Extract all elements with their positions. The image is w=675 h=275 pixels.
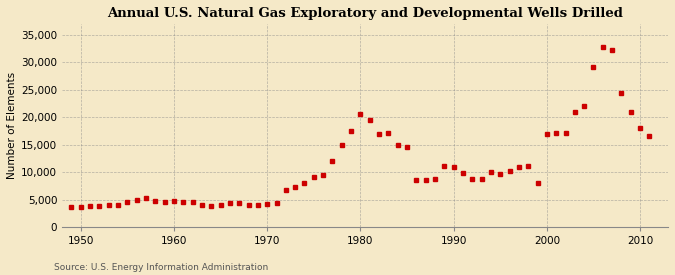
- Title: Annual U.S. Natural Gas Exploratory and Developmental Wells Drilled: Annual U.S. Natural Gas Exploratory and …: [107, 7, 623, 20]
- Text: Source: U.S. Energy Information Administration: Source: U.S. Energy Information Administ…: [54, 263, 268, 272]
- Y-axis label: Number of Elements: Number of Elements: [7, 72, 17, 179]
